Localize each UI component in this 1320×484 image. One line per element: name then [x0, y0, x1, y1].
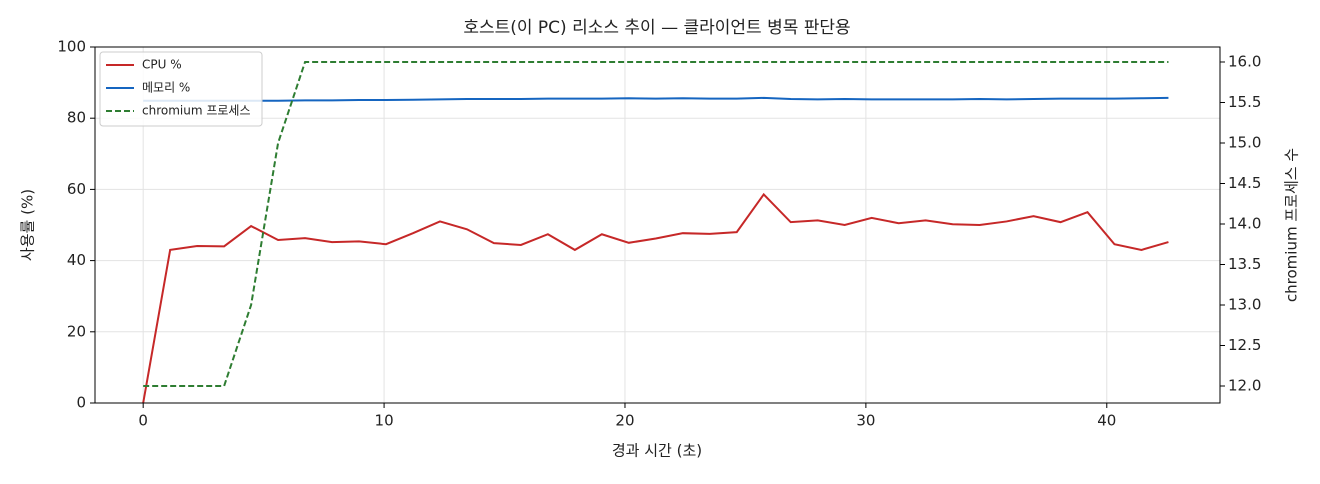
x-tick-label: 0	[138, 412, 148, 430]
series-line	[142, 192, 1169, 404]
y-tick-label: 20	[67, 322, 86, 340]
y2-tick-label: 15.5	[1228, 93, 1261, 111]
x-tick-label: 40	[1097, 412, 1116, 430]
legend-label: 메모리 %	[142, 81, 190, 95]
y-tick-label: 0	[76, 394, 86, 412]
legend-label: CPU %	[142, 58, 182, 72]
x-tick-label: 20	[615, 412, 634, 430]
y2-tick-label: 12.0	[1228, 376, 1261, 394]
y-tick-label: 80	[67, 109, 86, 127]
x-tick-label: 10	[375, 412, 394, 430]
x-axis-label: 경과 시간 (초)	[612, 442, 702, 460]
y2-tick-label: 12.5	[1228, 336, 1261, 354]
y2-tick-label: 13.5	[1228, 255, 1261, 273]
y-axis-label: 사용률 (%)	[19, 189, 37, 261]
y-tick-label: 100	[57, 38, 86, 56]
chart-title: 호스트(이 PC) 리소스 추이 — 클라이언트 병목 판단용	[463, 18, 850, 38]
y-tick-label: 40	[67, 251, 86, 269]
y2-tick-label: 13.0	[1228, 295, 1261, 313]
series-line	[143, 60, 1169, 387]
series-line	[143, 96, 1169, 102]
legend-label: chromium 프로세스	[142, 104, 251, 118]
y2-tick-label: 15.0	[1228, 133, 1261, 151]
y2-tick-label: 16.0	[1228, 52, 1261, 70]
plot-frame	[94, 46, 1221, 404]
y-tick-label: 60	[67, 180, 86, 198]
y2-axis-label: chromium 프로세스 수	[1283, 148, 1301, 302]
legend-box	[99, 51, 263, 127]
y2-tick-label: 14.0	[1228, 214, 1261, 232]
x-tick-label: 30	[856, 412, 875, 430]
y2-tick-label: 14.5	[1228, 174, 1261, 192]
